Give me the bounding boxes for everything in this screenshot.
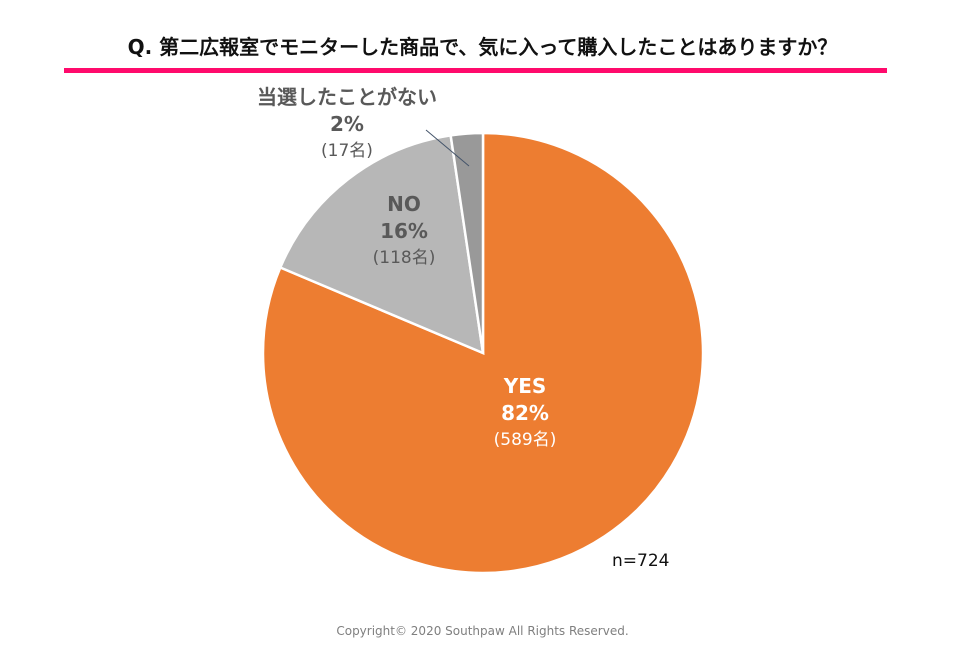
slice-count: (118名) <box>372 248 436 268</box>
pie-slice-1 <box>278 133 485 356</box>
label-yes: YES 82% (589名) <box>494 373 557 454</box>
slice-count: (17名) <box>321 141 373 161</box>
slice-percent: 2% <box>330 112 364 136</box>
leader-line <box>425 129 470 167</box>
chart-title: Q. 第二広報室でモニターした商品で、気に入って購入したことはありますか？ <box>127 35 838 59</box>
label-no: NO 16% (118名) <box>373 191 436 272</box>
label-not-selected: 当選したことがない 2% (17名) <box>257 84 437 165</box>
slice-percent: 82% <box>501 401 549 425</box>
slice-name: 当選したことがない <box>257 85 437 109</box>
title-underline <box>64 68 887 73</box>
slice-name: YES <box>503 374 547 398</box>
slice-percent: 16% <box>380 219 428 243</box>
pie-slice-2 <box>449 131 485 354</box>
copyright: Copyright© 2020 Southpaw All Rights Rese… <box>336 624 629 638</box>
sample-size: n=724 <box>612 551 670 571</box>
slice-count: (589名) <box>493 430 557 450</box>
slice-name: NO <box>387 192 421 216</box>
